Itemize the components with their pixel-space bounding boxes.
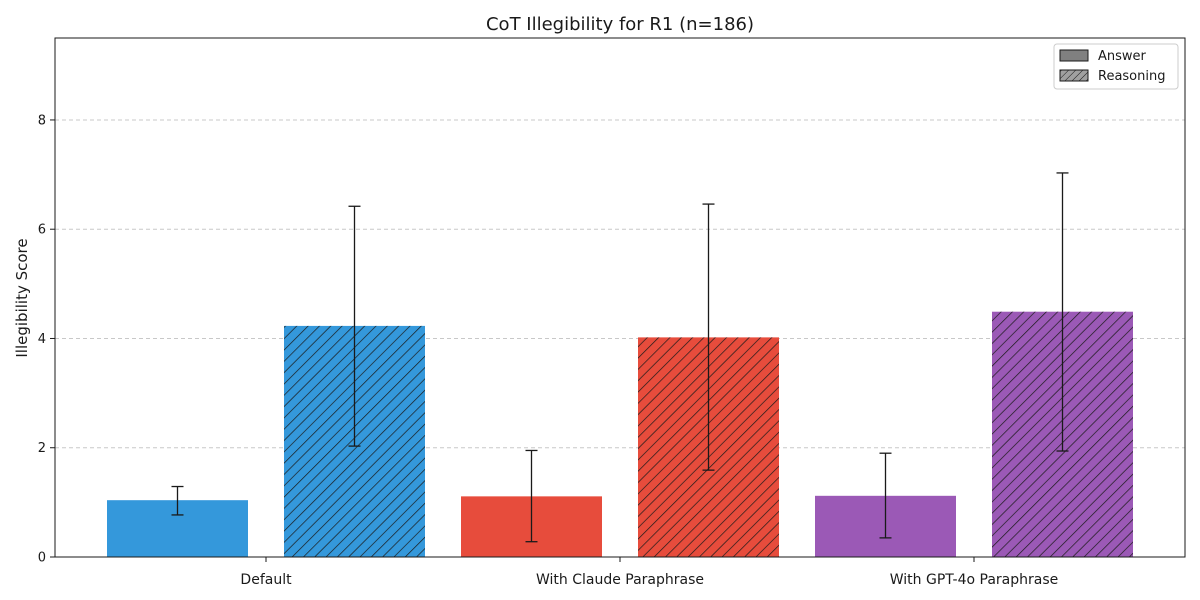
error-bars bbox=[171, 172, 1069, 543]
y-tick-label: 4 bbox=[38, 332, 46, 347]
chart-title: CoT Illegibility for R1 (n=186) bbox=[486, 14, 754, 35]
y-axis-label: Illegibility Score bbox=[13, 238, 31, 357]
legend: Answer Reasoning bbox=[1053, 43, 1179, 90]
y-tick-label: 2 bbox=[38, 441, 46, 456]
legend-swatch-reasoning bbox=[1059, 69, 1089, 82]
bars bbox=[107, 311, 1133, 557]
legend-label-answer: Answer bbox=[1098, 49, 1147, 64]
legend-swatch-answer bbox=[1059, 49, 1089, 62]
legend-label-reasoning: Reasoning bbox=[1098, 69, 1165, 84]
y-tick-label: 0 bbox=[38, 551, 46, 566]
y-ticks: 0 2 4 6 8 bbox=[38, 113, 55, 566]
y-tick-label: 6 bbox=[38, 223, 46, 238]
x-category-label: With Claude Paraphrase bbox=[536, 572, 704, 588]
plot-area-frame bbox=[54, 37, 1186, 558]
x-category-labels: Default With Claude Paraphrase With GPT-4o… bbox=[240, 557, 1058, 588]
x-category-label: With GPT-4o Paraphrase bbox=[890, 572, 1059, 588]
x-category-label: Default bbox=[240, 572, 292, 588]
y-tick-label: 8 bbox=[38, 113, 46, 128]
